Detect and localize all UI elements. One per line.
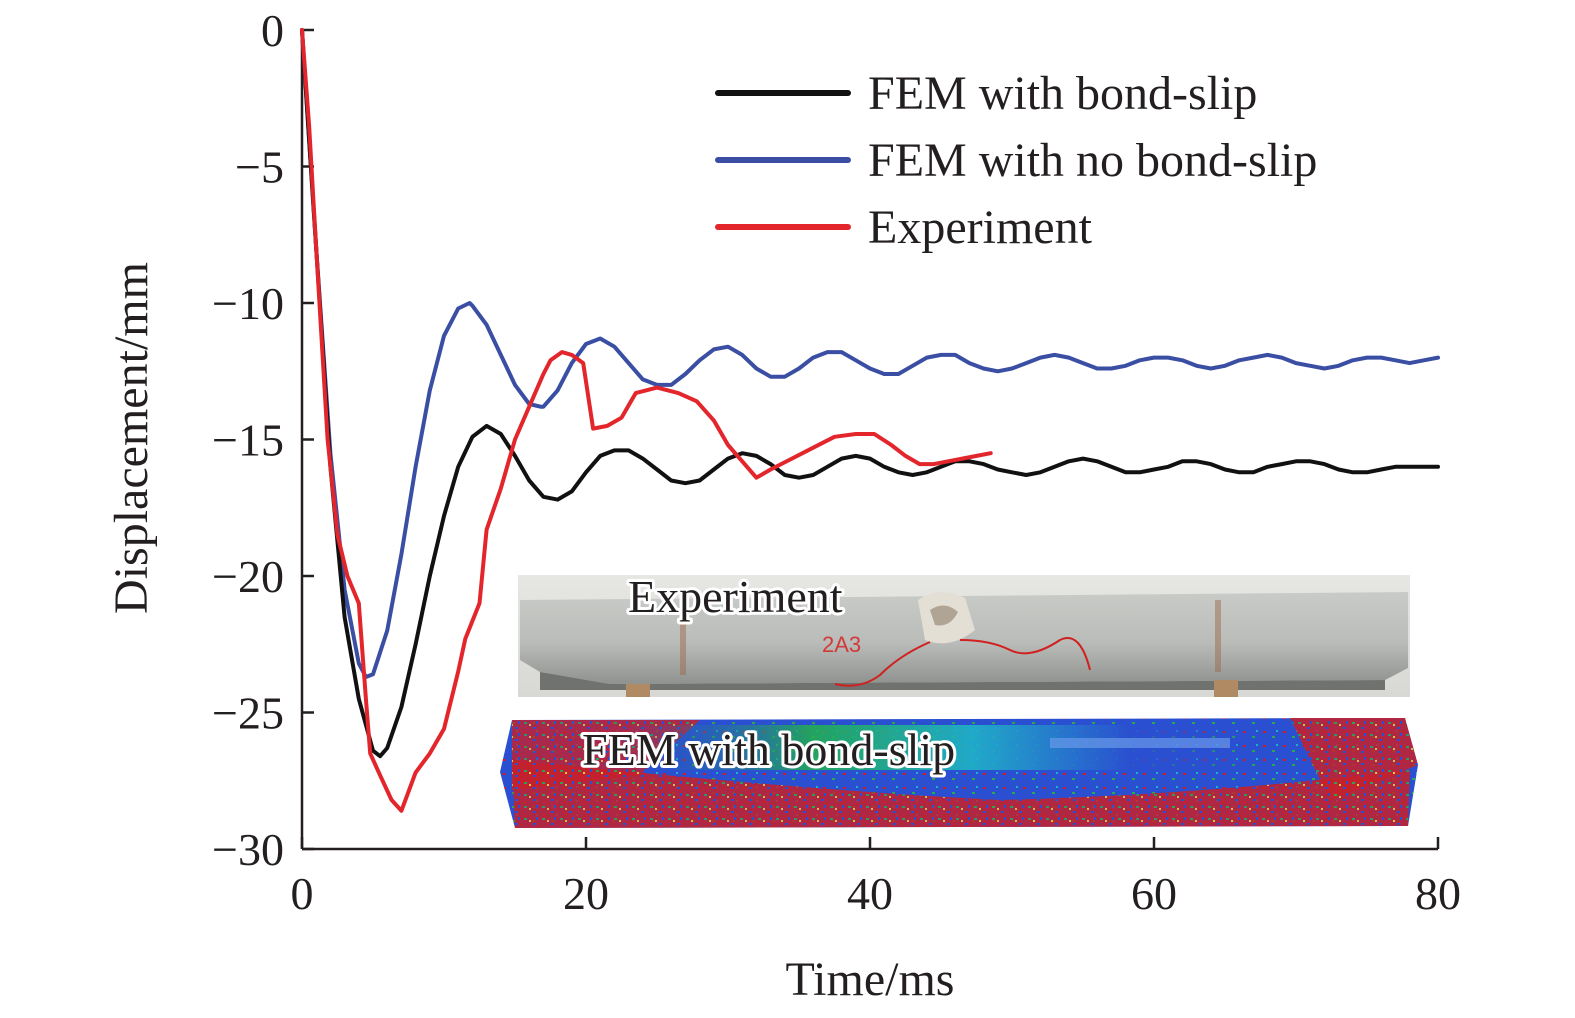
y-tick-label: −10 <box>212 278 284 329</box>
series-layer <box>300 28 1440 813</box>
y-tick-label: −25 <box>212 688 284 739</box>
legend: FEM with bond-slip FEM with no bond-slip E… <box>715 67 1317 254</box>
legend-label: FEM with bond-slip <box>868 67 1257 120</box>
experiment-photo-inset: 2A3 Experiment <box>518 568 1410 697</box>
experiment-inset-label: Experiment <box>628 571 843 622</box>
series-line-experiment <box>300 28 993 813</box>
legend-label: FEM with no bond-slip <box>868 134 1317 187</box>
x-tick-label: 20 <box>563 868 609 919</box>
fem-inset-label: FEM with bond-slip <box>582 724 955 775</box>
y-tick-label: −15 <box>212 415 284 466</box>
specimen-mark: 2A3 <box>822 632 861 657</box>
x-tick-label: 60 <box>1131 868 1177 919</box>
x-tick-label: 40 <box>847 868 893 919</box>
y-ticks: 0 −5 −10 −15 −20 −25 −30 <box>212 5 314 875</box>
y-axis-title: Displacement/mm <box>105 262 158 614</box>
y-tick-label: 0 <box>261 5 284 56</box>
x-axis-title: Time/ms <box>786 953 955 1006</box>
x-tick-label: 80 <box>1415 868 1461 919</box>
y-tick-label: −5 <box>235 142 284 193</box>
fem-contour-inset: FEM with bond-slip <box>500 718 1418 828</box>
y-tick-label: −30 <box>212 824 284 875</box>
x-tick-label: 0 <box>291 868 314 919</box>
y-tick-label: −20 <box>212 551 284 602</box>
legend-label: Experiment <box>868 201 1093 254</box>
x-ticks: 0 20 40 60 80 <box>291 837 1461 919</box>
series-line-fem-with-no-bond-slip <box>300 28 1440 679</box>
series-line-fem-with-bond-slip <box>300 28 1440 759</box>
